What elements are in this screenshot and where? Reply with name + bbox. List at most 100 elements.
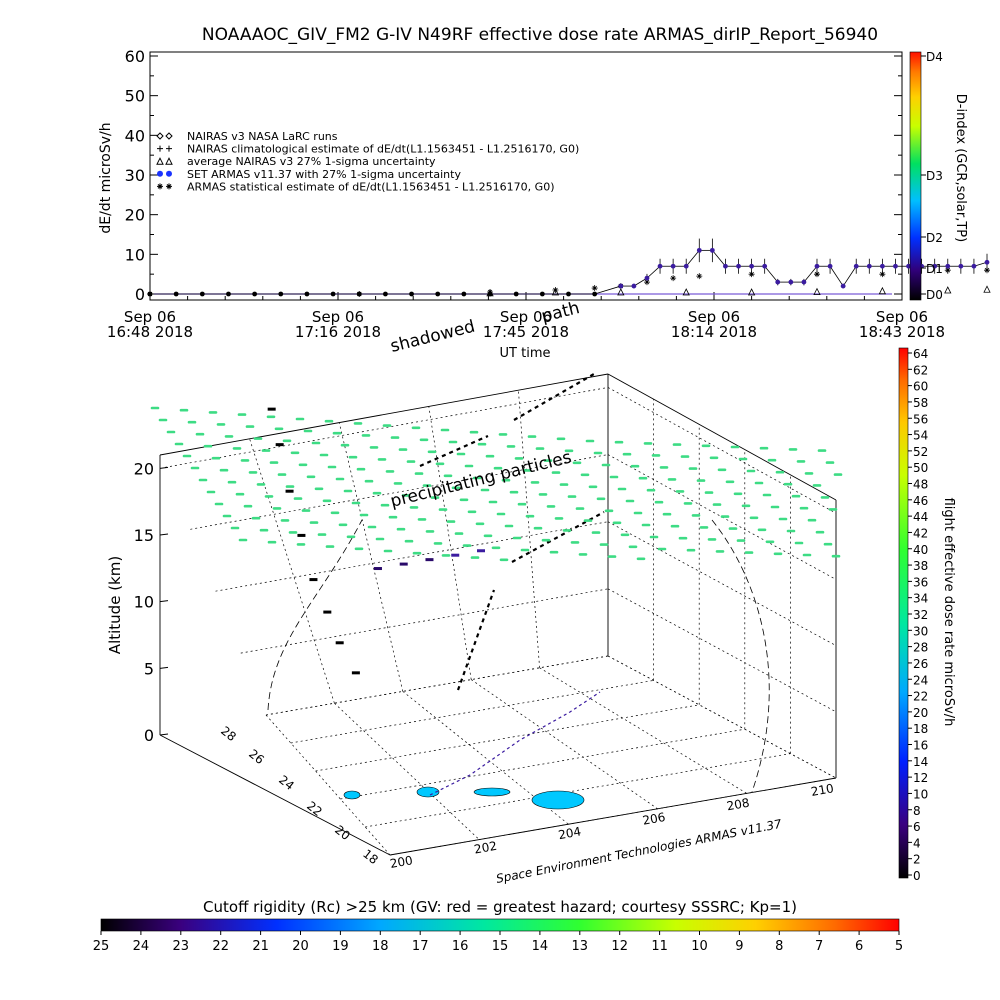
armas-point [631,283,637,289]
nairas-point [747,288,756,296]
dose-rate-colorbar [898,347,909,879]
d-index-colorbar-ticks: D0 D1 D2 D3 D4 [921,50,943,302]
dose-tick-label: 30 [913,624,928,638]
latitude-tick-label: 18 [360,847,381,867]
dose-tick-label: 38 [913,559,928,573]
cutoff-tick-label: 22 [212,939,229,954]
asterisk-symbol [157,183,163,190]
x-tick-date: Sep 06 [876,308,928,326]
nairas-point [944,286,952,294]
cutoff-tick-label: 11 [651,939,668,954]
flight-track-point [351,671,360,675]
statistical-estimate-point [748,271,755,278]
dose-tick-label: 0 [913,869,921,883]
armas-point [173,291,179,297]
floor-grid-line [539,667,747,794]
armas-point [278,291,284,297]
floor-grid-line [607,655,837,779]
plus-symbol [166,145,172,152]
armas-point [736,263,741,269]
cutoff-tick-label: 16 [452,939,469,954]
longitude-ticks: 200 202 204 206 208 210 [389,781,835,871]
armas-point [984,259,990,265]
flight-track-point [451,553,460,557]
armas-point [971,263,977,269]
island-shape [531,790,585,810]
longitude-tick-label: 202 [473,839,498,857]
armas-point [199,291,205,297]
x-tick-time: 16:48 2018 [107,323,193,341]
back-wall-grid-line [249,438,335,704]
armas-connector [646,265,661,279]
latitude-tick-label: 24 [276,773,297,793]
armas-point [709,247,715,253]
plus-symbol [157,145,163,152]
box-edge [389,777,837,856]
dot-symbol [157,170,163,177]
y-tick-label: 20 [125,206,145,225]
armas-point [945,263,951,269]
flight-track-segment [456,589,496,691]
altitude-axis-label: Altitude (km) [106,556,124,654]
back-wall-grid-line [215,521,609,592]
dose-tick-label: 4 [913,836,921,850]
dose-tick-label: 54 [913,429,928,443]
island-shape [473,787,511,797]
statistical-estimate-point [696,273,703,280]
dose-tick-label: 26 [913,657,928,671]
cutoff-tick-label: 24 [133,939,150,954]
back-wall-grid-line [164,387,609,468]
longitude-tick-label: 210 [810,781,835,799]
y-tick-label: 40 [125,126,145,145]
cutoff-tick-label: 13 [572,939,589,954]
dose-tick-label: 48 [913,478,928,492]
dose-tick-label: 60 [913,380,928,394]
flight-track-point [323,610,332,614]
dose-tick-label: 22 [913,690,928,704]
altitude-tick-mark [159,466,169,469]
cutoff-tick-label: 10 [691,939,708,954]
dose-tick-label: 58 [913,396,928,410]
flight-track-point [425,558,434,562]
nairas-point [983,285,991,293]
cutoff-tick-label: 25 [93,939,110,954]
cutoff-tick-label: 9 [735,939,743,954]
island-shape [416,786,440,798]
d-index-tick-label: D1 [926,262,943,276]
longitude-tick-label: 204 [557,824,582,842]
nairas-point [682,288,690,296]
dose-tick-label: 20 [913,706,928,720]
legend-entry: NAIRAS climatological estimate of dE/dt(… [187,143,579,156]
cutoff-tick-label: 15 [492,939,509,954]
armas-point [487,291,493,297]
precipitating-particles-annotation: precipitating particles [388,447,573,511]
dose-tick-label: 32 [913,608,928,622]
armas-point [893,263,898,269]
cutoff-tick-label: 17 [412,939,429,954]
floor-grid-line [265,714,391,856]
flight-track-point [477,549,485,553]
3d-ground-features [343,691,601,810]
armas-point [814,263,820,269]
armas-point [147,291,153,297]
cutoff-tick-label: 20 [292,939,309,954]
cutoff-tick-label: 7 [815,939,823,954]
flight-track-point [267,407,276,411]
x-tick-time: 18:43 2018 [859,323,945,341]
x-tick-date: Sep 06 [124,308,176,326]
precipitating-particle-layer [150,406,843,562]
legend-entry: NAIRAS v3 NASA LaRC runs [187,130,338,143]
y-tick-label: 30 [125,166,145,185]
armas-point [866,263,872,269]
time-series-y-ticks: 0 10 20 30 40 50 60 [125,47,902,304]
dose-tick-label: 18 [913,722,928,736]
floor-grid-line [290,680,654,744]
back-wall-grid-line [190,454,609,530]
dose-tick-label: 40 [913,543,928,557]
dose-tick-label: 12 [913,771,928,785]
diamond-symbol [156,132,164,140]
time-series-x-axis-label: UT time [500,346,551,361]
armas-point [670,263,676,269]
cutoff-tick-label: 12 [611,939,628,954]
altitude-tick-label: 10 [134,593,154,612]
